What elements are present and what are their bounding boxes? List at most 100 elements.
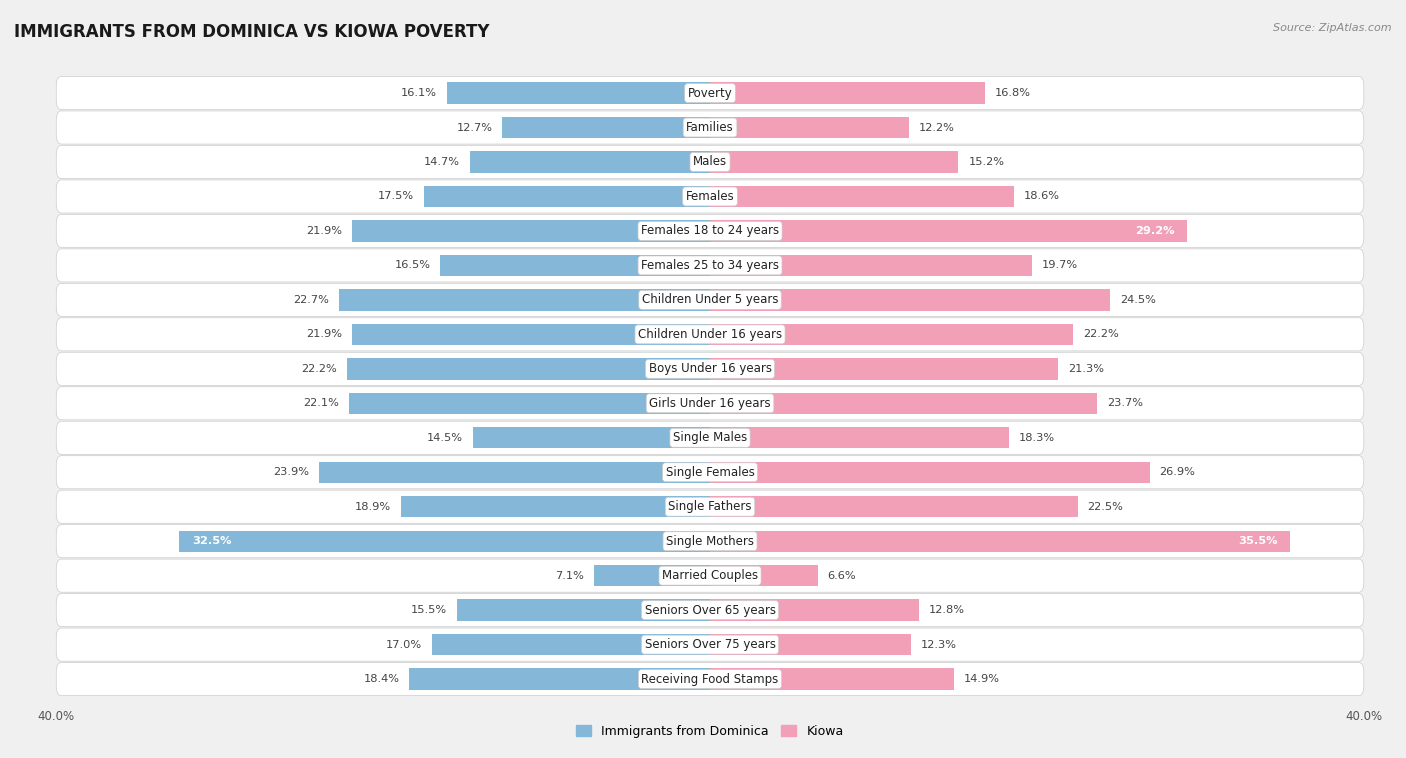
Bar — [349, 393, 710, 414]
Bar — [710, 255, 1032, 276]
Text: 18.4%: 18.4% — [364, 674, 399, 684]
Text: 14.9%: 14.9% — [963, 674, 1000, 684]
Text: 22.1%: 22.1% — [304, 398, 339, 409]
Legend: Immigrants from Dominica, Kiowa: Immigrants from Dominica, Kiowa — [571, 720, 849, 743]
Bar — [710, 496, 1078, 518]
Text: Source: ZipAtlas.com: Source: ZipAtlas.com — [1274, 23, 1392, 33]
Text: 22.7%: 22.7% — [294, 295, 329, 305]
Text: 35.5%: 35.5% — [1237, 536, 1277, 547]
Bar — [401, 496, 710, 518]
Bar — [710, 600, 920, 621]
Bar — [179, 531, 710, 552]
Text: Girls Under 16 years: Girls Under 16 years — [650, 396, 770, 410]
Bar — [710, 152, 959, 173]
Text: 7.1%: 7.1% — [555, 571, 583, 581]
Bar — [319, 462, 710, 483]
Text: Single Females: Single Females — [665, 465, 755, 479]
FancyBboxPatch shape — [56, 146, 1364, 179]
Bar — [710, 393, 1098, 414]
Bar — [425, 186, 710, 207]
Text: 21.9%: 21.9% — [307, 329, 342, 340]
Text: Families: Families — [686, 121, 734, 134]
Text: 22.5%: 22.5% — [1088, 502, 1123, 512]
Text: 18.6%: 18.6% — [1024, 192, 1060, 202]
Bar — [710, 427, 1010, 449]
Text: 18.9%: 18.9% — [356, 502, 391, 512]
Text: IMMIGRANTS FROM DOMINICA VS KIOWA POVERTY: IMMIGRANTS FROM DOMINICA VS KIOWA POVERT… — [14, 23, 489, 41]
Text: 15.2%: 15.2% — [969, 157, 1004, 167]
FancyBboxPatch shape — [56, 421, 1364, 454]
Text: 6.6%: 6.6% — [828, 571, 856, 581]
Text: Single Fathers: Single Fathers — [668, 500, 752, 513]
Text: Children Under 5 years: Children Under 5 years — [641, 293, 779, 306]
Bar — [710, 358, 1059, 380]
Bar — [710, 462, 1150, 483]
Text: 14.7%: 14.7% — [425, 157, 460, 167]
Text: Receiving Food Stamps: Receiving Food Stamps — [641, 672, 779, 685]
FancyBboxPatch shape — [56, 559, 1364, 592]
Text: 22.2%: 22.2% — [302, 364, 337, 374]
Text: 18.3%: 18.3% — [1019, 433, 1054, 443]
Bar — [457, 600, 710, 621]
Bar — [352, 324, 710, 345]
FancyBboxPatch shape — [56, 180, 1364, 213]
Text: 29.2%: 29.2% — [1135, 226, 1174, 236]
Text: 21.3%: 21.3% — [1069, 364, 1104, 374]
Text: Single Males: Single Males — [673, 431, 747, 444]
FancyBboxPatch shape — [56, 352, 1364, 385]
Text: Females 18 to 24 years: Females 18 to 24 years — [641, 224, 779, 237]
FancyBboxPatch shape — [56, 387, 1364, 420]
Bar — [470, 152, 710, 173]
Text: Married Couples: Married Couples — [662, 569, 758, 582]
FancyBboxPatch shape — [56, 490, 1364, 523]
Text: 17.5%: 17.5% — [378, 192, 415, 202]
Bar — [352, 221, 710, 242]
Text: 16.1%: 16.1% — [401, 88, 437, 98]
Text: 14.5%: 14.5% — [427, 433, 463, 443]
Text: 12.3%: 12.3% — [921, 640, 957, 650]
Text: Females: Females — [686, 190, 734, 203]
Text: 12.8%: 12.8% — [929, 605, 965, 615]
FancyBboxPatch shape — [56, 525, 1364, 558]
Bar — [710, 83, 984, 104]
Bar — [339, 290, 710, 311]
Bar — [710, 186, 1014, 207]
FancyBboxPatch shape — [56, 662, 1364, 696]
FancyBboxPatch shape — [56, 111, 1364, 144]
Bar — [710, 221, 1187, 242]
FancyBboxPatch shape — [56, 594, 1364, 627]
Text: 12.2%: 12.2% — [920, 123, 955, 133]
Bar — [710, 324, 1073, 345]
FancyBboxPatch shape — [56, 628, 1364, 661]
Bar — [472, 427, 710, 449]
Text: Seniors Over 75 years: Seniors Over 75 years — [644, 638, 776, 651]
Bar — [710, 565, 818, 587]
Text: 17.0%: 17.0% — [387, 640, 422, 650]
Bar — [447, 83, 710, 104]
Text: 19.7%: 19.7% — [1042, 261, 1078, 271]
Text: 12.7%: 12.7% — [457, 123, 492, 133]
FancyBboxPatch shape — [56, 283, 1364, 316]
Text: 16.5%: 16.5% — [395, 261, 430, 271]
Text: Single Mothers: Single Mothers — [666, 534, 754, 548]
FancyBboxPatch shape — [56, 456, 1364, 489]
Text: Females 25 to 34 years: Females 25 to 34 years — [641, 259, 779, 272]
Text: Children Under 16 years: Children Under 16 years — [638, 328, 782, 341]
Text: Males: Males — [693, 155, 727, 168]
FancyBboxPatch shape — [56, 215, 1364, 247]
FancyBboxPatch shape — [56, 318, 1364, 351]
FancyBboxPatch shape — [56, 77, 1364, 110]
Bar — [710, 669, 953, 690]
Bar — [593, 565, 710, 587]
Text: Seniors Over 65 years: Seniors Over 65 years — [644, 603, 776, 617]
Bar — [440, 255, 710, 276]
Bar — [710, 117, 910, 138]
Bar — [502, 117, 710, 138]
Bar — [432, 634, 710, 656]
Text: 22.2%: 22.2% — [1083, 329, 1118, 340]
Bar — [710, 531, 1291, 552]
Text: 15.5%: 15.5% — [411, 605, 447, 615]
Text: 32.5%: 32.5% — [191, 536, 232, 547]
Text: 23.7%: 23.7% — [1107, 398, 1143, 409]
Text: Poverty: Poverty — [688, 86, 733, 99]
